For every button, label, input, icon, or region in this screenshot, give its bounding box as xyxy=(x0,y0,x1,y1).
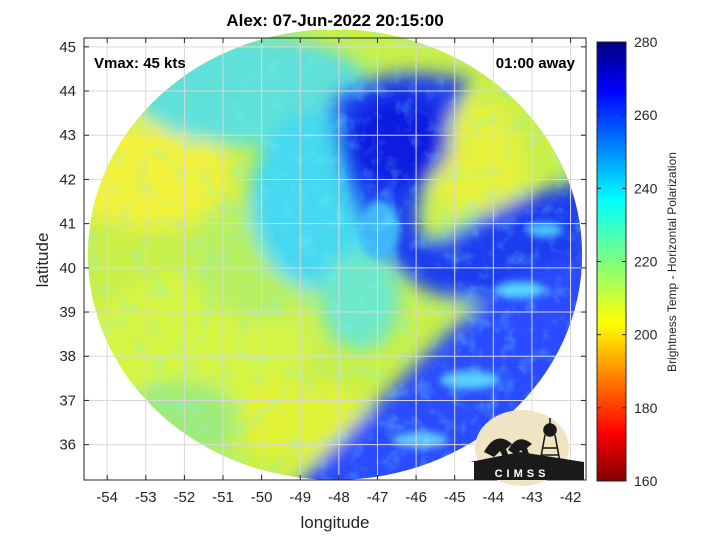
colorbar-label: Brightness Temp - Horizontal Polarizatio… xyxy=(665,152,679,372)
x-tick-label: -44 xyxy=(482,489,504,506)
colorbar-gradient xyxy=(596,41,627,482)
cimss-logo: CIMSS xyxy=(470,410,584,486)
logo-text: CIMSS xyxy=(495,468,550,480)
speckle-texture xyxy=(87,30,583,480)
vmax-annotation: Vmax: 45 kts xyxy=(94,55,186,72)
chart-title: Alex: 07-Jun-2022 20:15:00 xyxy=(226,11,443,30)
colorbar-ticks: 160 180 200 220 240 260 280 xyxy=(597,34,658,489)
y-axis-label: latitude xyxy=(33,233,52,288)
colorbar-tick-label: 200 xyxy=(634,327,658,343)
plot-frame xyxy=(83,37,587,481)
grid xyxy=(84,38,586,480)
x-axis: -54 -53 -52 -51 -50 -49 -48 -47 -46 -45 -44 -43 -42 xyxy=(96,38,581,506)
y-tick-label: 45 xyxy=(59,39,76,56)
y-tick-label: 44 xyxy=(59,83,76,100)
colorbar-tick-label: 180 xyxy=(634,400,658,416)
y-tick-label: 38 xyxy=(59,348,76,365)
colorbar-tick-label: 280 xyxy=(634,34,658,50)
colorbar: 160 180 200 220 240 260 280 Brightness Temp - … xyxy=(596,34,679,489)
time-offset-annotation: 01:00 away xyxy=(496,55,576,72)
colorbar-tick-label: 220 xyxy=(634,254,658,270)
x-axis-label: longitude xyxy=(300,513,369,532)
y-tick-label: 43 xyxy=(59,127,76,144)
colorbar-tick-label: 260 xyxy=(634,107,658,123)
x-tick-label: -54 xyxy=(96,489,118,506)
x-tick-label: -51 xyxy=(212,489,234,506)
x-tick-label: -53 xyxy=(135,489,157,506)
y-tick-label: 39 xyxy=(59,304,76,321)
colorbar-tick-label: 160 xyxy=(634,473,658,489)
y-tick-label: 41 xyxy=(59,216,76,233)
logo-tower-icon xyxy=(539,418,561,463)
x-tick-label: -52 xyxy=(174,489,196,506)
logo-dish-icon-2 xyxy=(508,439,532,457)
x-tick-label: -49 xyxy=(289,489,311,506)
x-tick-label: -43 xyxy=(521,489,543,506)
x-tick-label: -47 xyxy=(367,489,389,506)
logo-ground xyxy=(474,462,584,480)
logo-dish-icon xyxy=(484,438,512,459)
x-tick-label: -50 xyxy=(251,489,273,506)
x-tick-label: -46 xyxy=(405,489,427,506)
x-tick-label: -48 xyxy=(328,489,350,506)
x-tick-label: -42 xyxy=(560,489,582,506)
y-tick-label: 42 xyxy=(59,171,76,188)
y-axis: 36 37 38 39 40 41 42 43 44 45 xyxy=(59,39,586,454)
y-tick-label: 37 xyxy=(59,392,76,409)
x-tick-label: -45 xyxy=(444,489,466,506)
colorbar-tick-label: 240 xyxy=(634,180,658,196)
y-tick-label: 36 xyxy=(59,437,76,454)
y-tick-label: 40 xyxy=(59,260,76,277)
